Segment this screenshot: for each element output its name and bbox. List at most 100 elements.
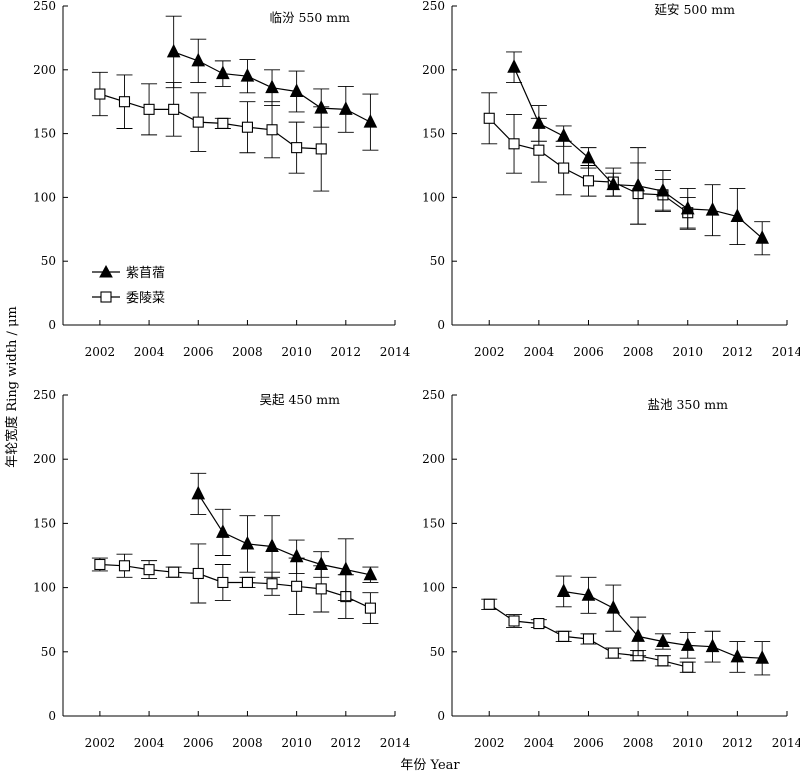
wuqi-point-zimuxu (363, 566, 378, 581)
linfen-point-weilingcai (315, 143, 327, 155)
wuqi-x-tick-label: 2008 (232, 736, 263, 750)
y-axis-title: 年轮宽度 Ring width / μm (4, 306, 20, 468)
wuqi-x-tick-label: 2012 (331, 736, 362, 750)
yanan-y-tick-label: 50 (430, 254, 445, 268)
yanan-y-tick-label: 250 (422, 0, 445, 13)
wuqi-x-tick-label: 2004 (134, 736, 165, 750)
yanchi-y-tick-label: 250 (422, 388, 445, 402)
yanchi-y-tick-label: 150 (422, 516, 445, 530)
linfen-x-tick-label: 2006 (183, 345, 214, 359)
linfen-point-weilingcai (217, 117, 229, 129)
yanan-x-tick-label: 2012 (722, 345, 753, 359)
wuqi-point-weilingcai (266, 578, 278, 590)
linfen-point-weilingcai (143, 103, 155, 115)
yanan-point-zimuxu (705, 202, 720, 216)
wuqi-point-zimuxu (339, 561, 353, 576)
linfen-point-weilingcai (168, 103, 180, 115)
yanchi-y-tick-label: 50 (430, 645, 445, 659)
yanan-point-zimuxu (631, 177, 645, 192)
yanchi-x-tick-label: 2012 (722, 736, 753, 750)
wuqi-point-zimuxu (265, 538, 279, 553)
yanan-x-tick-label: 2010 (672, 345, 703, 359)
wuqi-point-weilingcai (315, 583, 327, 595)
panel-yanchi: 0 50 100 150 200 250 2002 2004 2006 2008 2010 2012 2… (422, 388, 800, 750)
linfen-y-tick-label: 0 (48, 318, 56, 332)
linfen-point-zimuxu (363, 113, 378, 128)
wuqi-point-zimuxu (314, 556, 329, 570)
linfen-point-zimuxu (265, 79, 279, 94)
yanchi-point-zimuxu (680, 637, 695, 651)
yanan-series-zimuxu (506, 51, 771, 256)
yanan-point-zimuxu (556, 128, 571, 142)
yanchi-point-zimuxu (755, 650, 769, 664)
yanchi-x-tick-label: 2004 (524, 736, 555, 750)
linfen-point-zimuxu (166, 43, 181, 58)
wuqi-x-tick-label: 2006 (183, 736, 214, 750)
linfen-point-zimuxu (339, 101, 353, 115)
yanchi-panel-title: 盐池 350 mm (647, 397, 728, 412)
wuqi-point-zimuxu (240, 535, 255, 550)
linfen-point-weilingcai (241, 121, 253, 133)
linfen-line-weilingcai (99, 93, 322, 150)
yanan-point-zimuxu (730, 208, 745, 223)
linfen-y-tick-label: 50 (41, 254, 56, 268)
wuqi-x-tick-label: 2002 (85, 736, 116, 750)
linfen-x-tick-label: 2010 (281, 345, 312, 359)
wuqi-y-tick-label: 0 (48, 709, 56, 723)
wuqi-point-weilingcai (364, 602, 376, 614)
wuqi-y-tick-label: 250 (33, 388, 56, 402)
linfen-y-tick-label: 200 (33, 63, 56, 77)
yanchi-point-zimuxu (656, 633, 670, 648)
linfen-point-zimuxu (191, 52, 206, 67)
yanan-y-tick-label: 0 (437, 318, 445, 332)
wuqi-x-tick-label: 2010 (281, 736, 312, 750)
yanan-point-zimuxu (532, 115, 546, 129)
yanchi-point-weilingcai (483, 598, 495, 610)
linfen-series-weilingcai (91, 71, 330, 192)
linfen-panel-title: 临汾 550 mm (269, 10, 350, 25)
yanchi-x-tick-label: 2002 (474, 736, 505, 750)
yanan-point-zimuxu (755, 230, 769, 244)
yanchi-x-tick-label: 2010 (672, 736, 703, 750)
yanchi-point-weilingcai (682, 661, 694, 673)
yanan-x-tick-label: 2006 (573, 345, 604, 359)
linfen-point-weilingcai (266, 124, 278, 136)
yanchi-point-zimuxu (631, 628, 645, 642)
yanan-x-tick-label: 2002 (474, 345, 505, 359)
yanan-point-weilingcai (508, 138, 520, 150)
linfen-y-tick-label: 150 (33, 127, 56, 141)
yanchi-y-tick-label: 100 (422, 581, 445, 595)
linfen-y-tick-label: 250 (33, 0, 56, 13)
wuqi-point-zimuxu (216, 524, 230, 538)
wuqi-panel-title: 吴起 450 mm (259, 392, 340, 407)
wuqi-x-tick-label: 2014 (380, 736, 411, 750)
legend-label-b: 委陵菜 (126, 291, 165, 306)
yanchi-point-zimuxu (556, 583, 571, 597)
yanchi-x-tick-label: 2006 (573, 736, 604, 750)
legend: 紫苜蓿 委陵菜 (92, 264, 165, 306)
linfen-x-tick-label: 2004 (134, 345, 165, 359)
linfen-series-zimuxu (165, 15, 379, 151)
wuqi-y-tick-label: 150 (33, 516, 56, 530)
linfen-x-tick-label: 2002 (85, 345, 116, 359)
yanan-y-tick-label: 150 (422, 127, 445, 141)
legend-marker-square (100, 291, 112, 303)
wuqi-series-weilingcai (91, 543, 379, 625)
linfen-point-zimuxu (289, 83, 304, 97)
yanchi-y-tick-label: 200 (422, 452, 445, 466)
yanan-y-tick-label: 100 (422, 190, 445, 204)
legend-label-a: 紫苜蓿 (126, 266, 165, 281)
yanchi-point-weilingcai (508, 615, 520, 627)
linfen-point-zimuxu (314, 99, 329, 114)
legend-marker-triangle (99, 264, 113, 278)
linfen-x-tick-label: 2014 (380, 345, 411, 359)
linfen-y-tick-label: 100 (33, 190, 56, 204)
yanchi-x-tick-label: 2008 (623, 736, 654, 750)
linfen-point-weilingcai (192, 116, 204, 128)
yanchi-point-weilingcai (582, 633, 595, 645)
linfen-point-weilingcai (118, 96, 131, 108)
yanan-point-zimuxu (581, 149, 596, 164)
yanan-point-zimuxu (680, 200, 695, 215)
wuqi-line-weilingcai (99, 563, 371, 609)
